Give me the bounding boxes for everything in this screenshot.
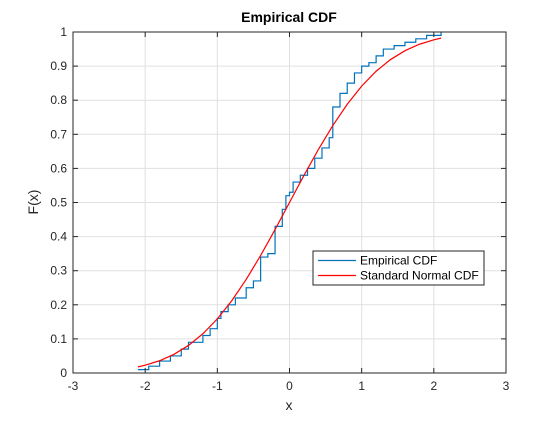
- y-tick-label: 0.9: [50, 59, 67, 73]
- x-tick-label: 2: [430, 379, 437, 393]
- y-tick-label: 0.3: [50, 264, 67, 278]
- x-tick-label: -3: [68, 379, 79, 393]
- y-tick-label: 0.1: [50, 332, 67, 346]
- empirical-cdf-line: [137, 32, 442, 371]
- y-tick-label: 0.6: [50, 161, 67, 175]
- chart-title: Empirical CDF: [241, 9, 337, 25]
- plot-series: [137, 32, 442, 371]
- y-tick-label: 0.8: [50, 93, 67, 107]
- y-tick-label: 0: [60, 366, 67, 380]
- y-tick-label: 0.5: [50, 196, 67, 210]
- x-tick-label: 0: [286, 379, 293, 393]
- x-tick-label: -1: [212, 379, 223, 393]
- x-axis-label: x: [286, 397, 293, 413]
- legend-box: [312, 250, 485, 286]
- normal-cdf-line: [137, 37, 442, 368]
- y-axis-label: F(x): [25, 190, 41, 215]
- x-tick-label: 3: [503, 379, 510, 393]
- y-tick-label: 1: [60, 25, 67, 39]
- legend-label: Empirical CDF: [360, 254, 437, 268]
- x-tick-label: -2: [140, 379, 151, 393]
- legend-label: Standard Normal CDF: [360, 269, 479, 283]
- x-tick-label: 1: [358, 379, 365, 393]
- y-tick-label: 0.2: [50, 298, 67, 312]
- axes: -3 -2 -1 0 1 2 3 0 0.1 0.2 0.3 0.4 0.5 0.6 0.7 0.8 0.9 1: [50, 25, 509, 393]
- y-tick-label: 0.4: [50, 230, 67, 244]
- y-tick-label: 0.7: [50, 127, 67, 141]
